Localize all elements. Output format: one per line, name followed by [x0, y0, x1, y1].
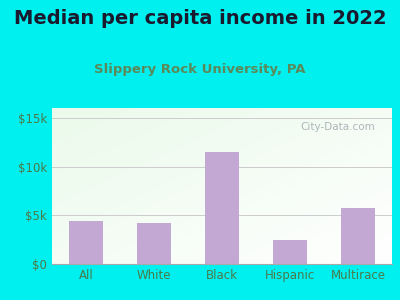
- Bar: [69, 221, 103, 264]
- Bar: [273, 240, 307, 264]
- Text: Slippery Rock University, PA: Slippery Rock University, PA: [94, 63, 306, 76]
- Bar: [205, 152, 239, 264]
- Text: Median per capita income in 2022: Median per capita income in 2022: [14, 9, 386, 28]
- Bar: [341, 208, 375, 264]
- Text: City-Data.com: City-Data.com: [300, 122, 375, 132]
- Bar: [137, 223, 171, 264]
